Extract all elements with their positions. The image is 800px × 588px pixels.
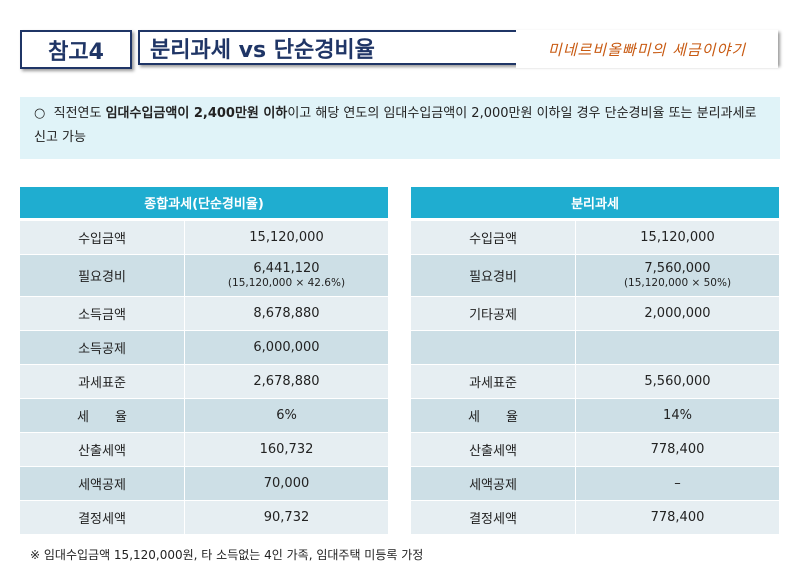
section-badge: 참고4 (20, 30, 132, 69)
row-value: 6,000,000 (253, 340, 320, 355)
row-value: 160,732 (259, 442, 314, 457)
row-value: 2,000,000 (644, 306, 711, 321)
table-row (411, 331, 779, 365)
row-label (411, 331, 576, 364)
row-value: 90,732 (263, 510, 310, 525)
row-label: 필요경비 (20, 255, 185, 296)
bullet-icon: ○ (34, 106, 46, 121)
row-value-cell: 70,000 (185, 467, 388, 500)
row-value: 70,000 (263, 476, 310, 491)
note-pre: 직전연도 (53, 106, 106, 121)
row-value-cell: 6% (185, 399, 388, 432)
row-value: 14% (663, 408, 692, 423)
table-row: 수입금액 15,120,000 (411, 221, 779, 255)
row-value: – (674, 476, 681, 491)
table-row: 소득공제 6,000,000 (20, 331, 388, 365)
table-row: 과세표준 5,560,000 (411, 365, 779, 399)
row-value-cell: 6,000,000 (185, 331, 388, 364)
row-label: 산출세액 (20, 433, 185, 466)
table-row: 과세표준 2,678,880 (20, 365, 388, 399)
row-value: 7,560,000 (644, 260, 711, 276)
row-label: 소득금액 (20, 297, 185, 330)
row-value-cell: 15,120,000 (576, 221, 779, 254)
table-row: 소득금액 8,678,880 (20, 297, 388, 331)
row-label: 기타공제 (411, 297, 576, 330)
row-label: 수입금액 (411, 221, 576, 254)
table-title: 분리과세 (411, 187, 779, 218)
row-value-cell: 2,678,880 (185, 365, 388, 398)
row-value-cell: 14% (576, 399, 779, 432)
row-label: 수입금액 (20, 221, 185, 254)
row-formula: (15,120,000 × 42.6%) (227, 276, 346, 289)
row-label: 산출세액 (411, 433, 576, 466)
row-value-cell: 778,400 (576, 501, 779, 534)
row-formula: (15,120,000 × 50%) (623, 276, 732, 289)
note-bold: 임대수입금액이 2,400만원 이하 (105, 106, 288, 121)
row-value-cell: 6,441,120 (15,120,000 × 42.6%) (185, 255, 388, 296)
row-label: 세액공제 (411, 467, 576, 500)
table-row: 결정세액 778,400 (411, 501, 779, 535)
row-label: 소득공제 (20, 331, 185, 364)
table-row: 기타공제 2,000,000 (411, 297, 779, 331)
table-row: 필요경비 6,441,120 (15,120,000 × 42.6%) (20, 255, 388, 297)
row-value: 15,120,000 (249, 230, 324, 245)
condition-note: ○ 직전연도 임대수입금액이 2,400만원 이하이고 해당 연도의 임대수입금… (20, 97, 780, 159)
table-row: 결정세액 90,732 (20, 501, 388, 535)
row-value: 8,678,880 (253, 306, 320, 321)
row-label: 세 율 (411, 399, 576, 432)
table-row: 필요경비 7,560,000 (15,120,000 × 50%) (411, 255, 779, 297)
row-value: 5,560,000 (644, 374, 711, 389)
row-value-cell (576, 331, 779, 364)
table-row: 세액공제 70,000 (20, 467, 388, 501)
brand-logo: 미네르비올빠미의 세금이야기 (516, 30, 778, 68)
row-value-cell: – (576, 467, 779, 500)
row-value: 778,400 (650, 442, 705, 457)
row-value: 6% (276, 408, 297, 423)
table-row: 수입금액 15,120,000 (20, 221, 388, 255)
table-row: 세액공제 – (411, 467, 779, 501)
row-value-cell: 15,120,000 (185, 221, 388, 254)
row-value: 6,441,120 (253, 260, 320, 276)
row-value: 15,120,000 (640, 230, 715, 245)
table-row: 세 율 14% (411, 399, 779, 433)
row-value-cell: 778,400 (576, 433, 779, 466)
row-label: 세 율 (20, 399, 185, 432)
row-label: 결정세액 (411, 501, 576, 534)
general-tax-table: 종합과세(단순경비율) 수입금액 15,120,000 필요경비 6,441,12… (20, 187, 388, 535)
note-post: 이고 해당 연도의 임대수입금액이 2,000만원 이하일 경우 단순경비율 또… (34, 106, 757, 145)
row-label: 결정세액 (20, 501, 185, 534)
row-value-cell: 160,732 (185, 433, 388, 466)
row-value-cell: 8,678,880 (185, 297, 388, 330)
table-row: 산출세액 160,732 (20, 433, 388, 467)
row-value-cell: 5,560,000 (576, 365, 779, 398)
row-value-cell: 7,560,000 (15,120,000 × 50%) (576, 255, 779, 296)
row-label: 과세표준 (411, 365, 576, 398)
table-row: 산출세액 778,400 (411, 433, 779, 467)
table-row: 세 율 6% (20, 399, 388, 433)
row-label: 과세표준 (20, 365, 185, 398)
row-value-cell: 2,000,000 (576, 297, 779, 330)
table-title: 종합과세(단순경비율) (20, 187, 388, 218)
row-label: 세액공제 (20, 467, 185, 500)
separate-tax-table: 분리과세 수입금액 15,120,000 필요경비 7,560,000 (15,12… (411, 187, 779, 535)
row-value: 778,400 (650, 510, 705, 525)
row-value-cell: 90,732 (185, 501, 388, 534)
footnote: ※ 임대수입금액 15,120,000원, 타 소득없는 4인 가족, 임대주택… (30, 548, 424, 562)
row-label: 필요경비 (411, 255, 576, 296)
row-value: 2,678,880 (253, 374, 320, 389)
